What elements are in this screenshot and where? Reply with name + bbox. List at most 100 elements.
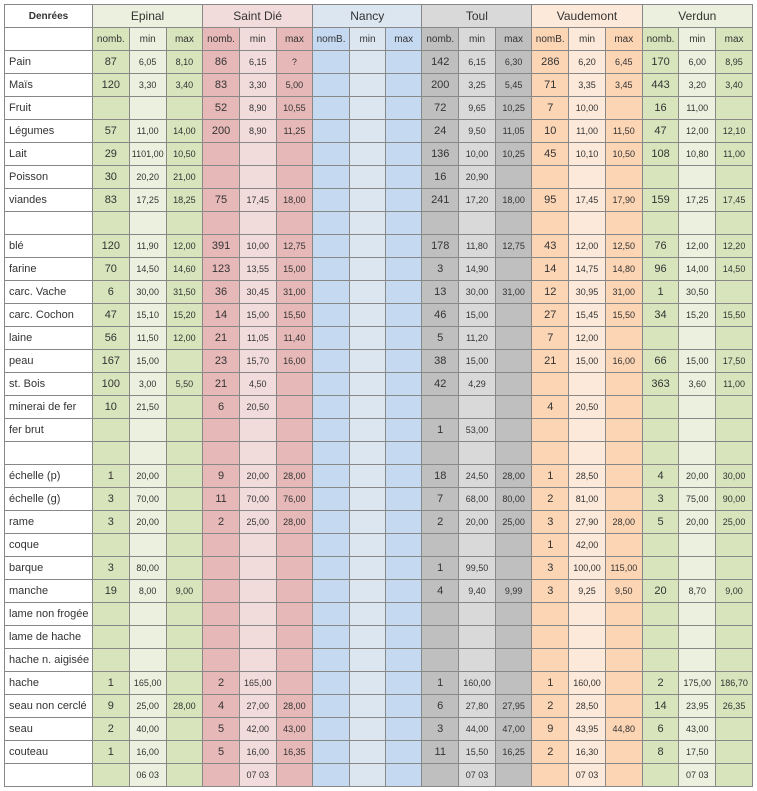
cell: 30,00 [459,281,496,304]
cell [129,442,166,465]
cell [569,166,606,189]
cell: 20,20 [129,166,166,189]
row-label: rame [5,511,93,534]
cell: 165,00 [239,672,276,695]
cell [386,258,422,281]
cell: 16,35 [276,741,312,764]
cell [386,235,422,258]
subheader: max [386,28,422,51]
cell [642,557,679,580]
cell [716,718,753,741]
row-label: échelle (g) [5,488,93,511]
cell [166,741,202,764]
cell [386,488,422,511]
cell [313,327,350,350]
cell [276,442,312,465]
cell: 4,29 [459,373,496,396]
cell: 95 [532,189,569,212]
cell [166,212,202,235]
cell [349,741,385,764]
cell: 34 [642,304,679,327]
cell [386,695,422,718]
cell: 4 [532,396,569,419]
cell [679,626,716,649]
cell: 86 [203,51,240,74]
cell [313,212,350,235]
cell [386,166,422,189]
cell: 3 [92,488,129,511]
cell: 83 [92,189,129,212]
cell [313,235,350,258]
city-header-verd: Verdun [642,5,752,28]
cell [532,212,569,235]
cell: 75,00 [679,488,716,511]
row-label: seau non cerclé [5,695,93,718]
cell: 7 [532,97,569,120]
cell [166,534,202,557]
cell: 20,50 [569,396,606,419]
cell: 43,95 [569,718,606,741]
cell: 8,90 [239,120,276,143]
cell: 3,35 [569,74,606,97]
cell [313,764,350,787]
cell: 16,00 [605,350,642,373]
cell: 3 [642,488,679,511]
cell: 14 [642,695,679,718]
cell: 43,00 [679,718,716,741]
cell [92,534,129,557]
cell: 96 [642,258,679,281]
cell [313,695,350,718]
cell: 72 [422,97,459,120]
cell: 108 [642,143,679,166]
row-label: hache n. aigisée [5,649,93,672]
cell [642,626,679,649]
cell: ? [276,51,312,74]
cell: 6,15 [239,51,276,74]
cell: 17,45 [716,189,753,212]
cell: 10,80 [679,143,716,166]
subheader: max [166,28,202,51]
row-label [5,442,93,465]
cell [349,235,385,258]
cell: 30,00 [716,465,753,488]
cell: 17,90 [605,189,642,212]
cell [716,603,753,626]
cell: 27,95 [495,695,531,718]
city-header-vaud: Vaudemont [532,5,642,28]
cell: 9,40 [459,580,496,603]
cell: 20,00 [679,511,716,534]
cell [716,212,753,235]
price-table: DenréesEpinalSaint DiéNancyToulVaudemont… [4,4,753,787]
cell: 3,30 [239,74,276,97]
row-label: fer brut [5,419,93,442]
cell [276,557,312,580]
subheader: nomb. [422,28,459,51]
cell: 5,45 [495,74,531,97]
cell [716,741,753,764]
row-label [5,764,93,787]
row-label: hache [5,672,93,695]
cell [642,442,679,465]
cell: 71 [532,74,569,97]
cell: 16,00 [276,350,312,373]
cell: 12,75 [495,235,531,258]
cell: 15,00 [459,350,496,373]
cell [386,603,422,626]
cell [166,649,202,672]
cell: 87 [92,51,129,74]
cell: 159 [642,189,679,212]
cell: 18 [422,465,459,488]
cell [642,764,679,787]
cell [349,764,385,787]
cell: 1101,00 [129,143,166,166]
cell: 5,50 [166,373,202,396]
cell [642,327,679,350]
cell: 12,10 [716,120,753,143]
cell [349,327,385,350]
cell: 76 [642,235,679,258]
cell: 10,55 [276,97,312,120]
cell [642,396,679,419]
cell: 12 [532,281,569,304]
cell: 28,00 [495,465,531,488]
cell: 28,00 [166,695,202,718]
